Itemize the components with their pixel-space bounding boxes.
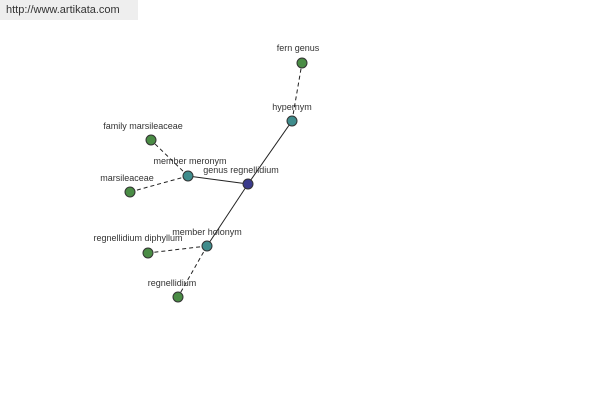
edge	[177, 245, 208, 298]
node	[142, 247, 154, 259]
node-label: marsileaceae	[100, 173, 154, 183]
node	[286, 115, 298, 127]
edge	[247, 120, 293, 185]
node	[172, 291, 184, 303]
node	[296, 57, 308, 69]
node	[182, 170, 194, 182]
node-label: member holonym	[172, 227, 242, 237]
node-label: member meronym	[153, 156, 226, 166]
node-label: hypernym	[272, 102, 312, 112]
edge	[129, 175, 189, 193]
node	[201, 240, 213, 252]
site-url[interactable]: http://www.artikata.com	[0, 0, 138, 20]
node	[124, 186, 136, 198]
node-label: regnellidium	[148, 278, 197, 288]
node-label: family marsileaceae	[103, 121, 183, 131]
node	[145, 134, 157, 146]
node	[242, 178, 254, 190]
edge	[291, 62, 303, 122]
node-label: fern genus	[277, 43, 320, 53]
edge	[187, 175, 249, 185]
node-label: regnellidium diphyllum	[93, 233, 182, 243]
edge	[206, 183, 249, 247]
node-label: genus regnellidium	[203, 165, 279, 175]
edge	[147, 245, 208, 254]
edge	[150, 139, 189, 177]
